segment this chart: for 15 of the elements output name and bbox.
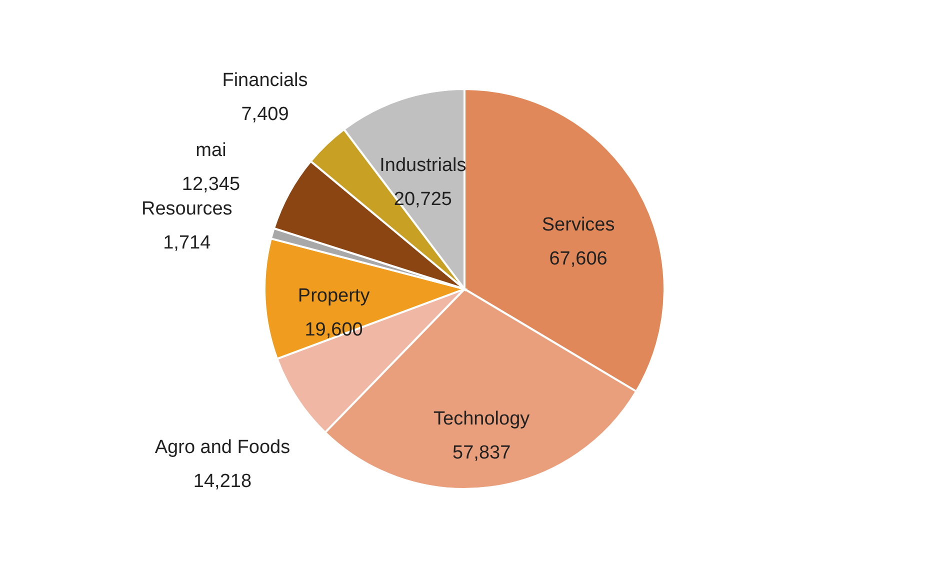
data-label: 20,725 <box>394 188 452 210</box>
slice-label: mai <box>196 140 226 162</box>
data-label: 14,218 <box>193 470 252 492</box>
slice-label: Agro and Foods <box>154 436 290 458</box>
data-label: 67,606 <box>549 248 608 270</box>
slice-label: Resources <box>141 198 232 220</box>
data-label: 7,409 <box>241 104 289 125</box>
data-label: 57,837 <box>452 442 511 464</box>
data-label: 1,714 <box>163 232 212 254</box>
data-label: 12,345 <box>182 174 240 196</box>
slice-label: Technology <box>434 408 530 430</box>
slice-label: Industrials <box>380 154 466 176</box>
slice-label: Services <box>542 214 615 236</box>
slice-label: Financials <box>222 70 308 91</box>
slice-label: Property <box>298 286 370 307</box>
